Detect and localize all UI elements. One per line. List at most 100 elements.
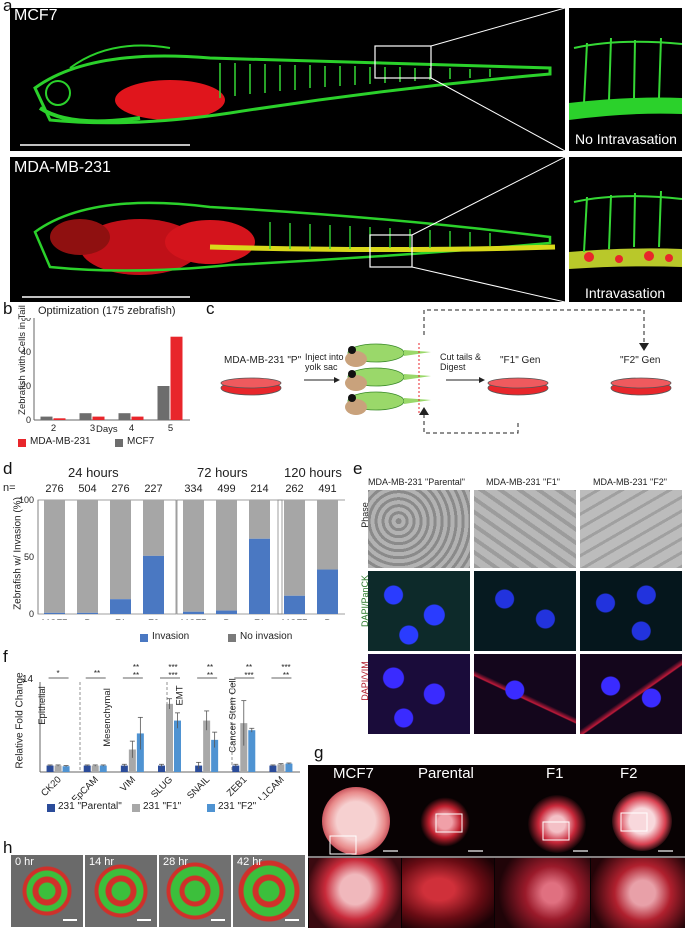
panel-f-legend-swatch-parental [47,804,55,812]
panel-e-panck-f2 [580,571,682,651]
panel-f-bar [203,720,211,772]
panel-b-legend-label-231: MDA-MB-231 [30,436,91,447]
panel-d-n-label: 227 [144,483,162,495]
panel-c-inject-label: Inject into yolk sac [305,352,344,372]
panel-d-legend-swatch-noinvasion [228,634,236,642]
panel-b-xtick-label: 3 [90,423,95,434]
panel-d-legend-swatch-invasion [140,634,148,642]
panel-f-bar [120,765,128,772]
panel-f-legend-swatch-f1 [132,804,140,812]
panel-d-bar-invasion [110,599,131,614]
panel-e-col-parental: MDA-MB-231 "Parental" [368,477,465,487]
panel-f-bar [248,730,256,772]
panel-e-panck-f1 [474,571,576,651]
mdamb231-image-label: MDA-MB-231 [14,159,111,176]
panel-b-legend-swatch-231 [18,439,26,447]
panel-f-bar [128,749,136,772]
panel-d-bar-noinvasion [317,500,338,570]
panel-c-cut-label: Cut tails & Digest [440,352,482,372]
panel-g-spheroid-f2 [612,791,672,851]
panel-b-xtick-label: 2 [51,423,56,434]
panel-c-f2-label: "F2" Gen [620,355,661,366]
panel-f-bar [158,765,165,772]
panel-f-bar [99,765,107,772]
panel-d-xtick-label: F1 [115,618,126,620]
panel-e-phase-f1 [474,490,576,568]
panel-d-ytick-label: 100 [19,495,34,505]
panel-d-group-frame [37,499,177,615]
panel-b-ytick-label: 0 [26,415,31,425]
panel-b-chart: 0 20 40 60 2 3 4 5 [21,318,190,434]
panel-b-xtick-label: 4 [129,423,134,434]
panel-letter-f: f [3,647,8,666]
panel-d-ytick-label: 50 [24,552,34,562]
mcf7-inset-image: No Intravasation [569,8,682,151]
panel-letter-b: b [3,299,13,318]
panel-f-bar [166,703,173,772]
panel-f-bar [269,765,277,772]
panel-d-bar-invasion [249,538,270,614]
panel-d-legend-noinvasion: No invasion [240,631,293,642]
panel-e-phase-f2 [580,490,682,568]
panel-f-sig-label: * [56,669,59,678]
panel-f-legend-parental: 231 "Parental" [58,801,122,812]
panel-f-sig-label: *** [244,671,253,680]
panel-b-bar [131,416,144,420]
panel-letter-a: a [3,0,13,15]
panel-e-vim-parental [368,654,470,734]
panel-d-bar-noinvasion [249,500,270,539]
panel-d-bar-noinvasion [216,500,237,611]
panel-e-col-f1: MDA-MB-231 "F1" [486,477,560,487]
panel-b-legend-swatch-mcf7 [115,439,123,447]
panel-d-group-frame [277,499,345,615]
panel-d-xtick-label: MCF7 [181,618,207,620]
panel-f-bar [277,764,285,772]
panel-d-xtick-label: MCF7 [282,618,308,620]
panel-d-n-label: 334 [184,483,202,495]
panel-g-zoom-f2 [591,858,685,928]
panel-d-xtick-label: F1 [254,618,265,620]
panel-f-bar [46,765,54,772]
panel-d-bar-invasion [44,612,65,614]
panel-b-ytick-label: 60 [21,318,31,323]
panel-f-bar [83,765,91,772]
panel-f-xtick-label: EpCAM [70,774,101,800]
zebrafish-mcf7-image: MCF7 [10,8,565,151]
panel-d-n-label: 491 [318,483,336,495]
panel-f-xtick-label: ZEB1 [225,774,250,799]
panel-e-panck-parental [368,571,470,651]
panel-f-legend-f1: 231 "F1" [143,801,182,812]
panel-d-title-72h: 72 hours [197,465,248,480]
panel-f-sig-label: ** [207,663,213,672]
panel-letter-h: h [3,838,13,857]
panel-f-sig-label: ** [207,671,213,680]
panel-h-frame-0 [11,855,83,927]
panel-f-sig-label: *** [168,663,177,672]
panel-g-zoom-f1 [495,858,590,928]
panel-g-zoom-boxes [308,812,685,858]
panel-f-bar [174,720,181,772]
panel-f-bar [136,733,144,772]
panel-h-frame-28 [159,855,231,927]
mdamb231-inset-image: Intravasation [569,157,682,302]
panel-d-bar-invasion [143,555,164,614]
panel-f-group-epithelial: Epithelial [36,686,48,725]
panel-b-title: Optimization (175 zebrafish) [38,305,176,317]
panel-f-bar [285,763,293,772]
panel-b-bar [53,418,66,420]
panel-d-xtick-label: P [84,618,90,620]
panel-f-bar [54,765,62,772]
mcf7-fish-drawing [20,8,565,151]
panel-d-bar-noinvasion [77,500,98,613]
panel-d-n-prefix: n= [3,482,16,494]
panel-b-ytick-label: 20 [21,381,31,391]
panel-letter-d: d [3,459,13,478]
panel-f-bar [232,765,240,772]
panel-b-ylabel: Zebrafish with Cells in Tail [17,305,28,415]
mcf7-inset-drawing [569,37,682,120]
panel-c-parental-label: MDA-MB-231 "P" [224,355,302,366]
panel-h-scalebar-14 [137,919,151,921]
panel-d-xtick-label: F2 [148,618,159,620]
panel-b-bar [40,416,53,420]
panel-e-phase-parental [368,490,470,568]
